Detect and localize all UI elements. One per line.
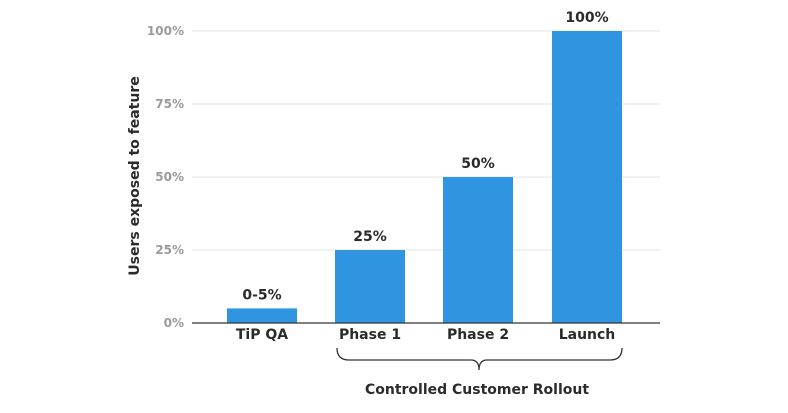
y-tick-label: 0% [164,316,184,330]
bar [335,250,405,323]
bar-value-label: 25% [353,229,387,245]
group-brace [336,347,623,371]
y-tick-label: 75% [155,97,184,111]
x-category-label: TiP QA [236,327,288,343]
group-label: Controlled Customer Rollout [365,382,589,398]
y-tick-label: 25% [155,243,184,257]
x-category-label: Phase 1 [339,327,401,343]
y-axis-ticks: 0% 25% 50% 75% 100% [147,24,184,330]
y-tick-label: 100% [147,24,184,38]
bar [227,308,297,323]
bar [443,177,513,323]
x-category-label: Launch [559,327,616,343]
bar-value-label: 0-5% [242,287,281,303]
bar-value-label: 50% [461,156,495,172]
bar [552,31,622,323]
x-category-label: Phase 2 [447,327,509,343]
y-axis-label: Users exposed to feature [127,76,143,275]
x-axis-categories: TiP QA Phase 1 Phase 2 Launch [236,327,615,343]
data-labels: 0-5% 25% 50% 100% [242,10,608,303]
y-tick-label: 50% [155,170,184,184]
bar-value-label: 100% [565,10,608,26]
bars [227,31,622,323]
